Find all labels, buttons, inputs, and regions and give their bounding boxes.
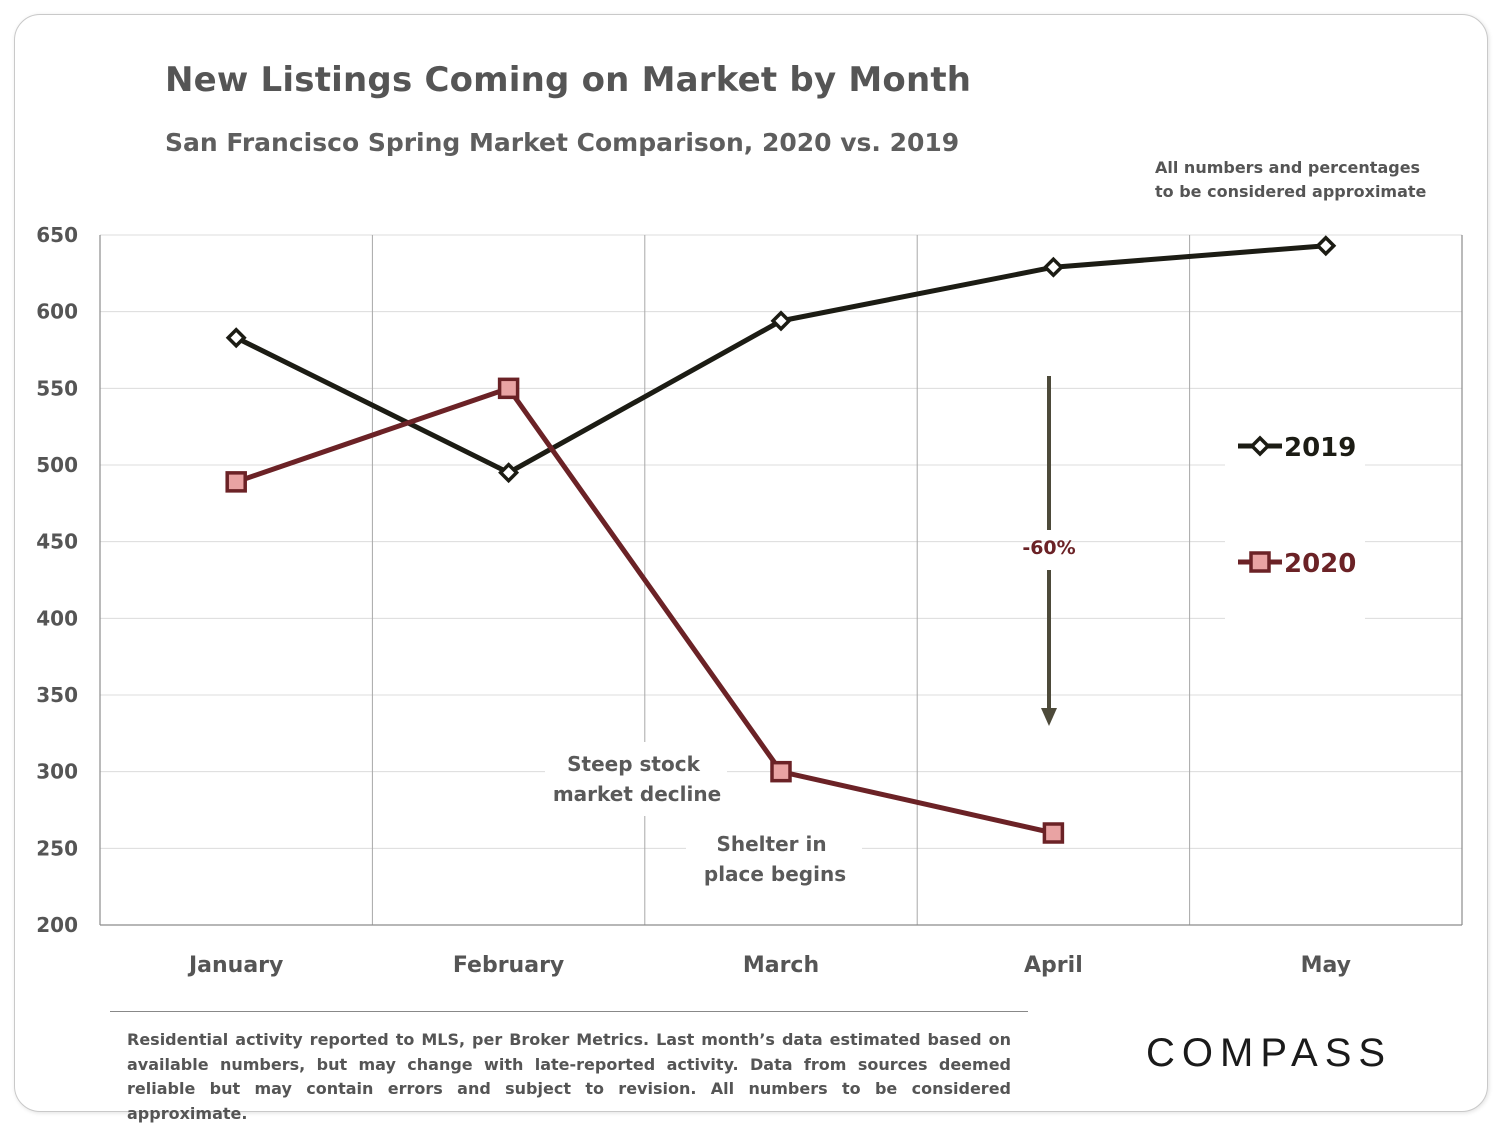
stock-decline-line-2: market decline: [553, 782, 721, 806]
stock-decline-annotation-bg: [545, 742, 727, 816]
x-tick-label-march: March: [743, 953, 819, 978]
series: [225, 235, 1337, 844]
shelter-line-1: Shelter in: [716, 832, 826, 856]
y-tick-label-400: 400: [36, 606, 78, 630]
point-2020-february: [497, 377, 520, 400]
stock-decline-line-1: Steep stock: [567, 752, 700, 776]
legend-label-2020: 2020: [1284, 549, 1356, 579]
y-tick-label-350: 350: [36, 683, 78, 707]
legend: 2019 2020: [1225, 420, 1365, 620]
legend-background: [1225, 420, 1365, 620]
series-line-2020: [235, 385, 1054, 836]
shelter-annotation: Shelter in place begins: [704, 832, 846, 886]
x-tick-label-may: May: [1301, 953, 1351, 978]
y-axis-ticks: 200 250 300 350 400 450 500 550 600 650: [36, 223, 78, 937]
percent-change-label: -60%: [1022, 537, 1075, 559]
legend-label-2019: 2019: [1284, 433, 1356, 463]
y-tick-label-200: 200: [36, 913, 78, 937]
point-2019-january: [225, 327, 247, 349]
x-tick-label-april: April: [1024, 953, 1083, 978]
note-line-2: to be considered approximate: [1155, 182, 1427, 201]
shelter-line-2: place begins: [704, 862, 846, 886]
footer-divider: [110, 1011, 1028, 1012]
y-tick-label-450: 450: [36, 530, 78, 554]
series-line-2019: [235, 243, 1326, 476]
point-2020-april: [1042, 822, 1065, 844]
arrow-head: [1041, 708, 1057, 726]
shelter-annotation-bg: [686, 822, 862, 896]
point-2019-march: [770, 310, 792, 332]
footnote: Residential activity reported to MLS, pe…: [127, 1030, 1011, 1123]
legend-marker-2020: [1249, 551, 1271, 573]
y-tick-label-600: 600: [36, 300, 78, 324]
x-axis-ticks: January February March April May: [187, 953, 1351, 978]
point-2019-may: [1315, 235, 1337, 257]
y-tick-label-300: 300: [36, 760, 78, 784]
y-tick-label-250: 250: [36, 836, 78, 860]
x-tick-label-february: February: [453, 953, 564, 978]
y-tick-label-550: 550: [36, 376, 78, 400]
chart-subtitle: San Francisco Spring Market Comparison, …: [165, 128, 960, 157]
chart-title: New Listings Coming on Market by Month: [165, 60, 972, 100]
percent-change-arrow: -60%: [1022, 376, 1076, 726]
legend-marker-2019: [1249, 435, 1271, 457]
approximation-note: All numbers and percentages to be consid…: [1155, 156, 1426, 204]
stock-decline-annotation: Steep stock market decline: [553, 752, 721, 806]
note-line-1: All numbers and percentages: [1155, 158, 1421, 177]
point-2019-february: [498, 462, 520, 484]
y-tick-label-500: 500: [36, 453, 78, 477]
y-tick-label-650: 650: [36, 223, 78, 247]
x-tick-label-january: January: [187, 953, 283, 978]
point-2020-march: [770, 760, 792, 783]
compass-logo: COMPASS: [1146, 1031, 1393, 1075]
point-2019-april: [1042, 256, 1064, 278]
point-2020-january: [225, 471, 247, 493]
